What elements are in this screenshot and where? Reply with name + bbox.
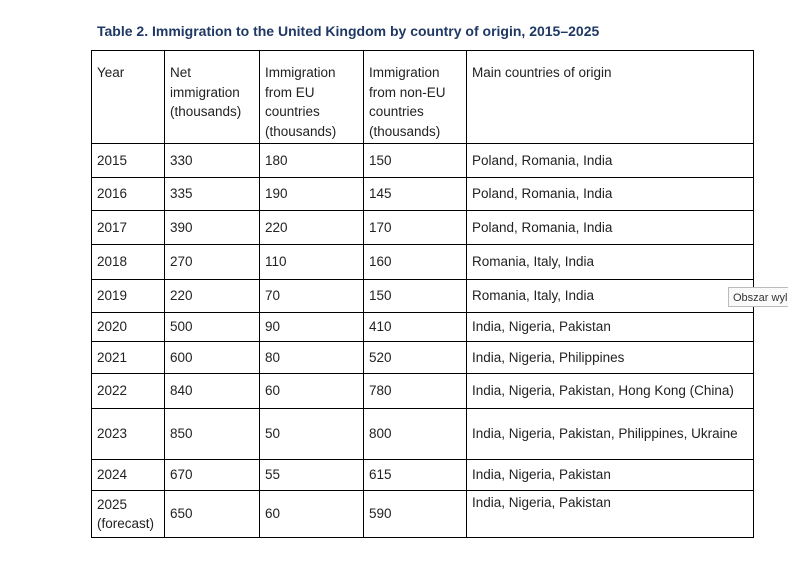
table-cell: 270 [164, 244, 260, 280]
table-cell: 55 [259, 459, 364, 491]
table-cell: 600 [164, 341, 260, 374]
year-cell: 2020 [91, 312, 165, 342]
year-cell: 2022 [91, 373, 165, 409]
table-cell: India, Nigeria, Pakistan [466, 490, 754, 538]
year-cell: 2016 [91, 177, 165, 211]
table-cell: 390 [164, 210, 260, 245]
table-cell: 615 [363, 459, 467, 491]
year-cell: 2021 [91, 341, 165, 374]
table-cell: 180 [259, 143, 364, 178]
table-cell: 50 [259, 408, 364, 460]
header-cell: Immigration from non-EU countries (thous… [363, 50, 467, 144]
table-cell: 145 [363, 177, 467, 211]
table-row: 2023 850 50 800 India, Nigeria, Pakistan, Ph… [91, 408, 754, 460]
header-cell: Net immigration (thousands) [164, 50, 260, 144]
table-cell: 590 [363, 490, 467, 538]
table-cell: 150 [363, 143, 467, 178]
table-cell: Poland, Romania, India [466, 143, 754, 178]
year-cell: 2015 [91, 143, 165, 178]
table-cell: Romania, Italy, India [466, 279, 754, 313]
year-cell: 2018 [91, 244, 165, 280]
table-cell: 850 [164, 408, 260, 460]
table-cell: Poland, Romania, India [466, 177, 754, 211]
table-cell: 840 [164, 373, 260, 409]
table-cell: 220 [164, 279, 260, 313]
table-row: 2015 330 180 150 Poland, Romania, India [91, 143, 754, 178]
header-cell: Year [91, 50, 165, 144]
table-cell: 80 [259, 341, 364, 374]
table-cell: India, Nigeria, Pakistan, Philippines, U… [466, 408, 754, 460]
table-cell: 60 [259, 373, 364, 409]
table-title: Table 2. Immigration to the United Kingd… [97, 23, 600, 39]
table-cell: 110 [259, 244, 364, 280]
table-cell: 335 [164, 177, 260, 211]
table-cell: India, Nigeria, Philippines [466, 341, 754, 374]
data-table: Year Net immigration (thousands) Immigrati… [91, 50, 754, 538]
side-comment-label: Obszar wyl [728, 287, 788, 307]
header-cell: Main countries of origin [466, 50, 754, 144]
table-cell: India, Nigeria, Pakistan [466, 459, 754, 491]
table-row: 2021 600 80 520 India, Nigeria, Philippines [91, 341, 754, 374]
table-cell: 670 [164, 459, 260, 491]
table-row: 2017 390 220 170 Poland, Romania, India [91, 210, 754, 245]
table-cell: Romania, Italy, India [466, 244, 754, 280]
table-row: 2016 335 190 145 Poland, Romania, India [91, 177, 754, 211]
table-cell: 60 [259, 490, 364, 538]
table-cell: 500 [164, 312, 260, 342]
table-cell: India, Nigeria, Pakistan [466, 312, 754, 342]
table-cell: 800 [363, 408, 467, 460]
table-cell: 410 [363, 312, 467, 342]
table-row: 2019 220 70 150 Romania, Italy, India [91, 279, 754, 313]
table-cell: Poland, Romania, India [466, 210, 754, 245]
table-cell: 150 [363, 279, 467, 313]
table-row: 2022 840 60 780 India, Nigeria, Pakistan, Ho… [91, 373, 754, 409]
table-row: 2020 500 90 410 India, Nigeria, Pakistan [91, 312, 754, 342]
header-cell: Immigration from EU countries (thousands… [259, 50, 364, 144]
table-cell: 780 [363, 373, 467, 409]
table-cell: 330 [164, 143, 260, 178]
year-cell: 2017 [91, 210, 165, 245]
table-cell: 70 [259, 279, 364, 313]
table-cell: 170 [363, 210, 467, 245]
table-cell: 520 [363, 341, 467, 374]
year-cell: 2024 [91, 459, 165, 491]
table-cell: India, Nigeria, Pakistan, Hong Kong (Chi… [466, 373, 754, 409]
table-row: 2025 (forecast) 650 60 590 India, Nigeria, P… [91, 490, 754, 538]
header-row: Year Net immigration (thousands) Immigrati… [91, 50, 754, 144]
table-cell: 650 [164, 490, 260, 538]
table-row: 2024 670 55 615 India, Nigeria, Pakistan [91, 459, 754, 491]
table-cell: 190 [259, 177, 364, 211]
year-cell: 2025 (forecast) [91, 490, 165, 538]
table-row: 2018 270 110 160 Romania, Italy, India [91, 244, 754, 280]
year-cell: 2019 [91, 279, 165, 313]
table-cell: 220 [259, 210, 364, 245]
table-cell: 90 [259, 312, 364, 342]
year-cell: 2023 [91, 408, 165, 460]
table-cell: 160 [363, 244, 467, 280]
